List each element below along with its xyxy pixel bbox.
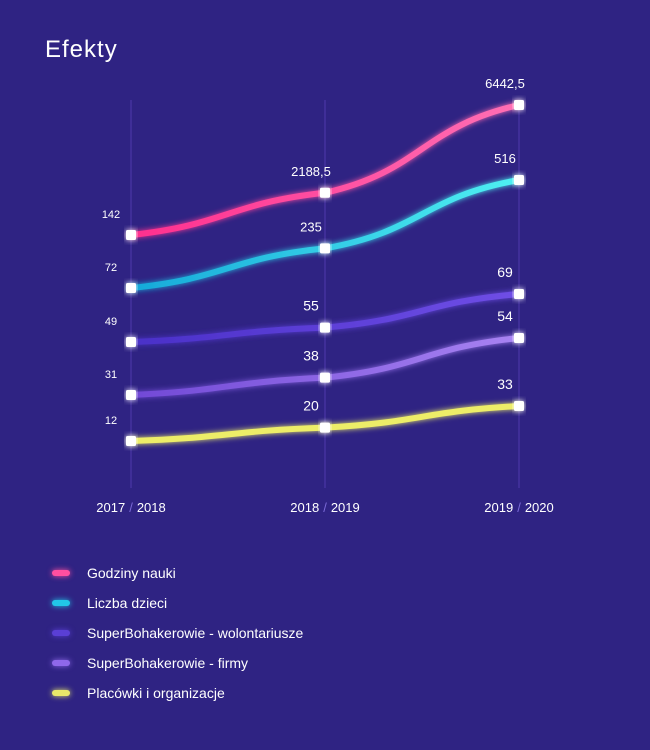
data-point: [320, 422, 330, 433]
data-label: 55: [303, 298, 319, 314]
data-label: 33: [497, 376, 513, 392]
data-label: 2188,5: [291, 164, 331, 179]
data-point: [514, 289, 524, 299]
data-point: [320, 243, 330, 254]
data-label: 54: [497, 308, 513, 324]
data-point: [126, 283, 136, 293]
legend-item: Placówki i organizacje: [52, 678, 303, 708]
data-label: 516: [494, 151, 516, 166]
legend-item: SuperBohakerowie - wolontariusze: [52, 618, 303, 648]
data-point: [514, 100, 524, 110]
legend-label: Liczba dzieci: [87, 595, 168, 611]
data-point: [126, 230, 136, 240]
data-label: 235: [300, 219, 322, 234]
legend: Godziny nauki Liczba dzieci SuperBohakerow…: [52, 558, 303, 708]
legend-label: SuperBohakerowie - wolontariusze: [87, 625, 304, 641]
legend-swatch: [52, 690, 70, 696]
data-point: [320, 372, 330, 383]
data-point: [320, 322, 330, 333]
x-tick-label: 2018/2019: [290, 500, 359, 515]
data-label: 72: [105, 262, 117, 274]
data-label: 142: [102, 209, 120, 221]
data-point: [126, 436, 136, 446]
data-label: 69: [497, 264, 513, 280]
data-point: [320, 187, 330, 198]
x-tick-label: 2017/2018: [96, 500, 165, 515]
legend-swatch: [52, 570, 70, 576]
data-point: [514, 333, 524, 343]
legend-swatch: [52, 660, 70, 666]
data-point: [126, 390, 136, 400]
x-tick-label: 2019/2020: [484, 500, 553, 515]
data-label: 49: [105, 316, 117, 328]
data-points: [126, 100, 524, 446]
data-point: [514, 175, 524, 185]
data-point: [126, 337, 136, 347]
data-label: 31: [105, 369, 117, 381]
legend-label: Godziny nauki: [87, 565, 176, 581]
data-label: 38: [303, 348, 319, 364]
legend-label: SuperBohakerowie - firmy: [87, 655, 249, 671]
data-labels: 142 2188,5 6442,5 72 235 516 49 55 69 31 38 54 12 20 3…: [102, 76, 525, 427]
data-label: 12: [105, 415, 117, 427]
legend-item: Godziny nauki: [52, 558, 303, 588]
legend-swatch: [52, 600, 70, 606]
legend-label: Placówki i organizacje: [87, 685, 225, 701]
legend-item: SuperBohakerowie - firmy: [52, 648, 303, 678]
chart-title: Efekty: [45, 36, 118, 63]
data-point: [514, 401, 524, 411]
data-label: 6442,5: [485, 76, 525, 91]
legend-swatch: [52, 630, 70, 636]
legend-item: Liczba dzieci: [52, 588, 303, 618]
data-label: 20: [303, 398, 319, 414]
x-axis-ticks: 2017/2018 2018/2019 2019/2020: [96, 500, 553, 515]
